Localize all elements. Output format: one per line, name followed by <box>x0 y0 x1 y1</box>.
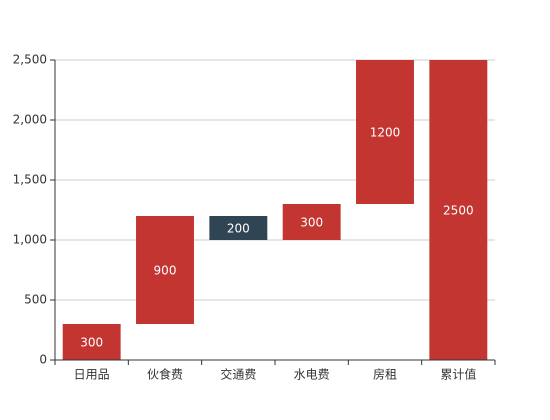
x-tick-label: 交通费 <box>220 367 256 382</box>
x-tick-label: 房租 <box>373 367 397 382</box>
bar-value-label: 2500 <box>443 204 474 218</box>
bar <box>209 216 268 240</box>
x-tick-label: 累计值 <box>440 367 476 382</box>
bar <box>62 324 121 360</box>
bar <box>429 60 488 360</box>
y-tick-label: 2,000 <box>13 113 47 127</box>
bar-value-label: 200 <box>227 222 250 236</box>
axes: 0 500 1,000 1,500 2,000 2,500 日用品 伙食费 交通费 水电费 房租 累计… <box>13 53 496 382</box>
y-tick-label: 500 <box>24 293 47 307</box>
y-tick-label: 1,000 <box>13 233 47 247</box>
x-tick-label: 水电费 <box>294 368 330 382</box>
bar-value-label: 900 <box>154 264 177 278</box>
bar <box>136 216 194 324</box>
bars <box>62 60 488 360</box>
y-tick-label: 1,500 <box>13 173 47 187</box>
bar-value-label: 300 <box>300 216 323 230</box>
bar-value-label: 300 <box>80 336 103 350</box>
y-tick-label: 0 <box>39 353 47 367</box>
x-tick-label: 日用品 <box>74 368 110 382</box>
x-tick-label: 伙食费 <box>147 367 183 382</box>
labels: 300 900 200 300 1200 2500 <box>80 126 473 350</box>
bar-value-label: 1200 <box>370 126 401 140</box>
grid-lines <box>55 59 495 301</box>
y-tick-label: 2,500 <box>13 53 47 67</box>
bar <box>356 60 414 204</box>
bar <box>282 204 341 240</box>
